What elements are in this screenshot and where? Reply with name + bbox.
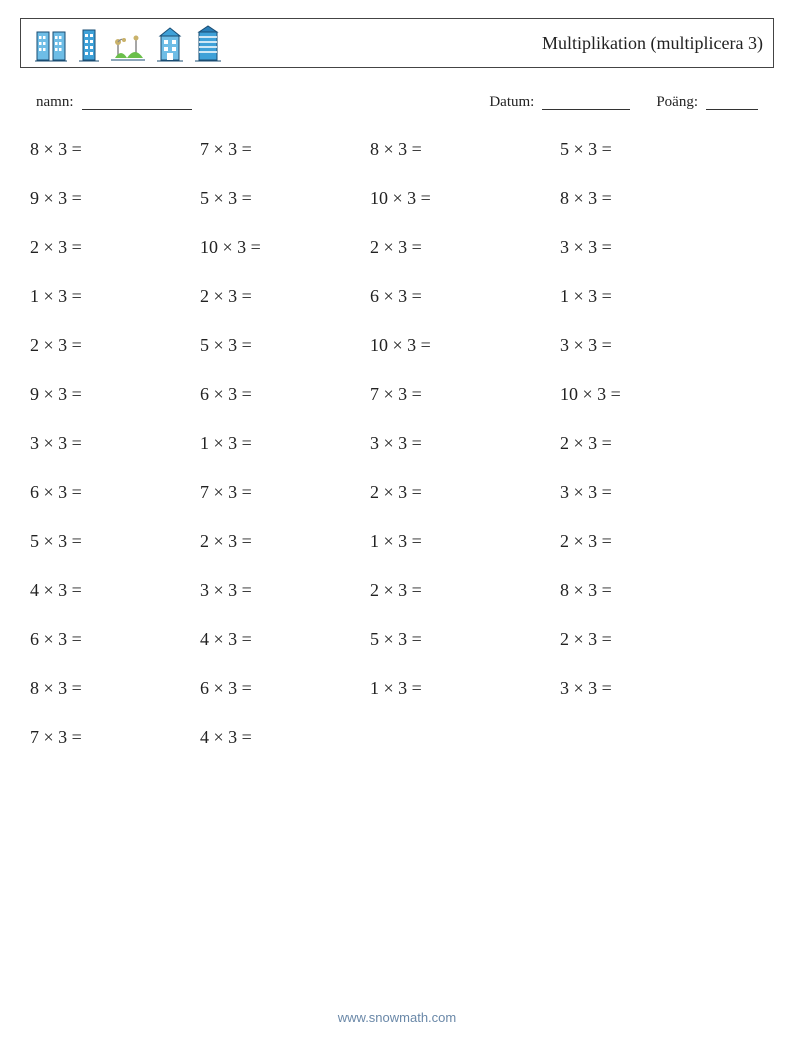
building-icon-3 <box>157 26 183 62</box>
header-icons <box>35 24 221 62</box>
problem-cell: 6 × 3 = <box>370 286 560 307</box>
problem-cell: 8 × 3 = <box>560 188 730 209</box>
problem-row: 6 × 3 =4 × 3 =5 × 3 =2 × 3 = <box>30 629 764 650</box>
problem-cell <box>370 727 560 748</box>
problem-cell: 4 × 3 = <box>200 629 370 650</box>
problem-cell: 7 × 3 = <box>200 482 370 503</box>
problem-cell: 1 × 3 = <box>370 678 560 699</box>
problem-cell: 2 × 3 = <box>200 286 370 307</box>
problem-row: 2 × 3 =5 × 3 =10 × 3 =3 × 3 = <box>30 335 764 356</box>
footer-link[interactable]: www.snowmath.com <box>338 1010 456 1025</box>
problem-cell: 10 × 3 = <box>560 384 730 405</box>
problem-cell: 3 × 3 = <box>560 482 730 503</box>
problem-cell: 6 × 3 = <box>200 384 370 405</box>
problem-cell: 3 × 3 = <box>560 237 730 258</box>
name-label: namn: <box>36 94 74 111</box>
problem-row: 3 × 3 =1 × 3 =3 × 3 =2 × 3 = <box>30 433 764 454</box>
problem-cell: 2 × 3 = <box>370 237 560 258</box>
name-blank[interactable] <box>82 94 192 110</box>
problem-cell: 9 × 3 = <box>30 188 200 209</box>
problem-row: 1 × 3 =2 × 3 =6 × 3 =1 × 3 = <box>30 286 764 307</box>
problem-cell: 8 × 3 = <box>560 580 730 601</box>
problem-row: 6 × 3 =7 × 3 =2 × 3 =3 × 3 = <box>30 482 764 503</box>
problem-cell: 8 × 3 = <box>30 139 200 160</box>
problem-cell: 10 × 3 = <box>200 237 370 258</box>
problem-cell: 5 × 3 = <box>200 335 370 356</box>
problem-row: 8 × 3 =7 × 3 =8 × 3 =5 × 3 = <box>30 139 764 160</box>
problem-cell: 3 × 3 = <box>560 678 730 699</box>
problem-cell: 2 × 3 = <box>30 335 200 356</box>
problem-row: 4 × 3 =3 × 3 =2 × 3 =8 × 3 = <box>30 580 764 601</box>
problem-cell: 3 × 3 = <box>30 433 200 454</box>
date-label: Datum: <box>489 94 534 111</box>
problem-row: 2 × 3 =10 × 3 =2 × 3 =3 × 3 = <box>30 237 764 258</box>
problem-cell: 3 × 3 = <box>560 335 730 356</box>
problem-cell: 5 × 3 = <box>30 531 200 552</box>
score-blank[interactable] <box>706 94 758 110</box>
problem-cell: 4 × 3 = <box>200 727 370 748</box>
problem-cell: 1 × 3 = <box>200 433 370 454</box>
problem-row: 7 × 3 =4 × 3 = <box>30 727 764 748</box>
meta-row: namn: Datum: Poäng: <box>36 94 758 111</box>
problem-grid: 8 × 3 =7 × 3 =8 × 3 =5 × 3 =9 × 3 =5 × 3… <box>30 139 764 748</box>
problem-cell: 1 × 3 = <box>370 531 560 552</box>
problem-cell: 8 × 3 = <box>30 678 200 699</box>
problem-cell: 10 × 3 = <box>370 188 560 209</box>
problem-cell: 3 × 3 = <box>370 433 560 454</box>
header-box: Multiplikation (multiplicera 3) <box>20 18 774 68</box>
building-icon-2 <box>79 26 99 62</box>
problem-cell: 4 × 3 = <box>30 580 200 601</box>
worksheet-title: Multiplikation (multiplicera 3) <box>542 33 763 54</box>
problem-row: 5 × 3 =2 × 3 =1 × 3 =2 × 3 = <box>30 531 764 552</box>
problem-cell: 7 × 3 = <box>200 139 370 160</box>
problem-cell <box>560 727 730 748</box>
problem-cell: 1 × 3 = <box>30 286 200 307</box>
problem-cell: 2 × 3 = <box>560 629 730 650</box>
problem-cell: 8 × 3 = <box>370 139 560 160</box>
problem-row: 8 × 3 =6 × 3 =1 × 3 =3 × 3 = <box>30 678 764 699</box>
problem-cell: 6 × 3 = <box>200 678 370 699</box>
problem-row: 9 × 3 =5 × 3 =10 × 3 =8 × 3 = <box>30 188 764 209</box>
problem-cell: 7 × 3 = <box>30 727 200 748</box>
problem-cell: 2 × 3 = <box>30 237 200 258</box>
problem-cell: 2 × 3 = <box>370 580 560 601</box>
problem-cell: 10 × 3 = <box>370 335 560 356</box>
problem-cell: 2 × 3 = <box>200 531 370 552</box>
problem-cell: 5 × 3 = <box>370 629 560 650</box>
building-icon-1 <box>35 26 67 62</box>
date-blank[interactable] <box>542 94 630 110</box>
problem-cell: 3 × 3 = <box>200 580 370 601</box>
problem-row: 9 × 3 =6 × 3 =7 × 3 =10 × 3 = <box>30 384 764 405</box>
problem-cell: 7 × 3 = <box>370 384 560 405</box>
building-icon-4 <box>195 24 221 62</box>
problem-cell: 1 × 3 = <box>560 286 730 307</box>
park-icon <box>111 30 145 62</box>
problem-cell: 6 × 3 = <box>30 629 200 650</box>
problem-cell: 5 × 3 = <box>200 188 370 209</box>
problem-cell: 2 × 3 = <box>560 531 730 552</box>
problem-cell: 6 × 3 = <box>30 482 200 503</box>
problem-cell: 9 × 3 = <box>30 384 200 405</box>
score-label: Poäng: <box>656 94 698 111</box>
problem-cell: 2 × 3 = <box>560 433 730 454</box>
problem-cell: 5 × 3 = <box>560 139 730 160</box>
footer: www.snowmath.com <box>0 1010 794 1025</box>
problem-cell: 2 × 3 = <box>370 482 560 503</box>
